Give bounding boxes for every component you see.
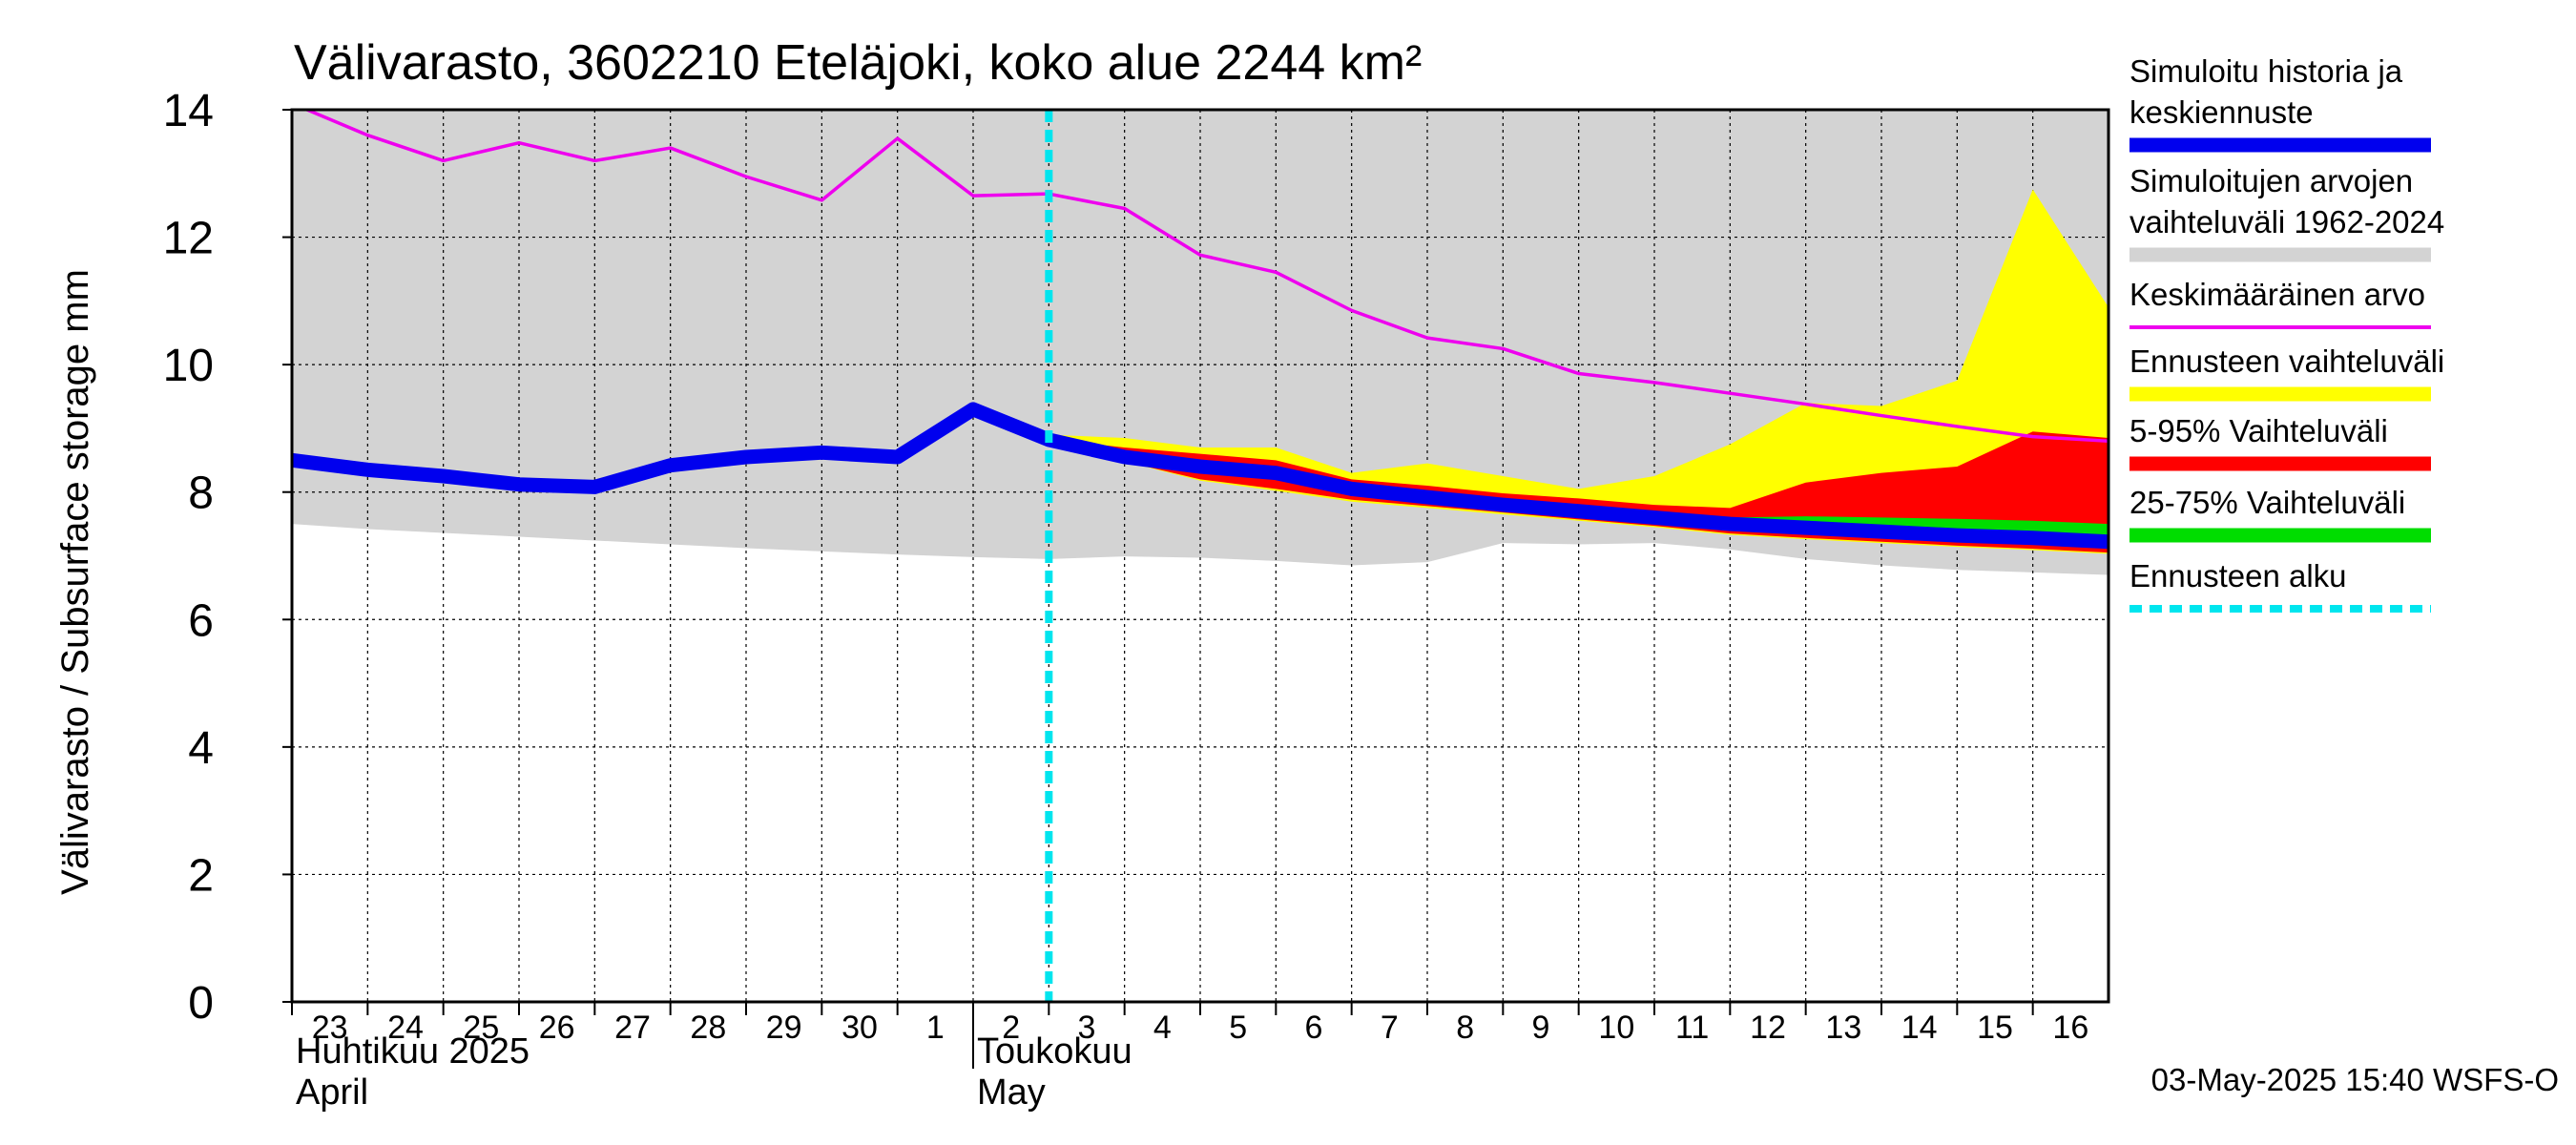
legend-item-ennusteen-alku: Ennusteen alku <box>2129 558 2431 613</box>
legend-item-keskiennuste: Simuloitu historia ja keskiennuste <box>2129 53 2431 153</box>
legend-label: 5-95% Vaihteluväli <box>2129 413 2388 448</box>
y-axis-label: Välivarasto / Subsurface storage mm <box>54 269 96 895</box>
plot-area <box>292 110 2109 1002</box>
legend-item-vaihteluvali-1962-2024: Simuloitujen arvojen vaihteluväli 1962-20… <box>2129 163 2444 262</box>
x-tick-label: 9 <box>1532 1010 1550 1046</box>
x-tick-label: 2 <box>1002 1010 1020 1046</box>
footer-timestamp: 03-May-2025 15:40 WSFS-O <box>2151 1062 2559 1097</box>
x-tick-label: 11 <box>1675 1010 1709 1046</box>
x-tick-label: 12 <box>1750 1010 1786 1046</box>
legend-item-keskimaarainen-arvo: Keskimääräinen arvo <box>2129 277 2431 329</box>
x-tick-label: 6 <box>1305 1010 1323 1046</box>
x-tick-label: 23 <box>312 1010 348 1046</box>
line-simuloitu-historia-ja-keskiennuste <box>292 402 2109 550</box>
legend: Simuloitu historia jakeskiennusteSimuloi… <box>2129 53 2444 613</box>
legend-label: keskiennuste <box>2129 94 2314 130</box>
x-tick-label: 5 <box>1229 1010 1247 1046</box>
x-tick-label: 7 <box>1381 1010 1399 1046</box>
legend-label: Ennusteen alku <box>2129 558 2347 593</box>
legend-label: 25-75% Vaihteluväli <box>2129 485 2405 520</box>
month-label-en: April <box>296 1072 368 1113</box>
grid <box>292 110 2109 1002</box>
chart-title: Välivarasto, 3602210 Eteläjoki, koko alu… <box>294 35 1422 91</box>
legend-item-25-75-vaihteluvali: 25-75% Vaihteluväli <box>2129 485 2431 543</box>
y-tick-label: 0 <box>188 978 214 1029</box>
x-tick-label: 10 <box>1598 1010 1634 1046</box>
x-tick-label: 26 <box>539 1010 575 1046</box>
x-tick-label: 25 <box>463 1010 499 1046</box>
legend-item-ennusteen-vaihteluvali: Ennusteen vaihteluväli <box>2129 344 2444 402</box>
band-ennusteen-vaihteluvali <box>1049 189 2109 554</box>
x-tick-label: 16 <box>2052 1010 2088 1046</box>
legend-label: Ennusteen vaihteluväli <box>2129 344 2444 379</box>
y-tick-label: 14 <box>163 86 214 136</box>
x-tick-label: 3 <box>1078 1010 1096 1046</box>
y-tick-label: 6 <box>188 595 214 646</box>
x-tick-label: 13 <box>1825 1010 1861 1046</box>
y-tick-label: 10 <box>163 341 214 391</box>
month-label: Toukokuu <box>977 1031 1132 1072</box>
x-tick-label: 27 <box>614 1010 651 1046</box>
legend-label: Keskimääräinen arvo <box>2129 277 2425 312</box>
x-tick-label: 24 <box>387 1010 424 1046</box>
legend-label: Simuloitu historia ja <box>2129 53 2403 89</box>
x-tick-label: 14 <box>1901 1010 1938 1046</box>
legend-label: vaihteluväli 1962-2024 <box>2129 204 2444 239</box>
legend-item-5-95-vaihteluvali: 5-95% Vaihteluväli <box>2129 413 2431 471</box>
x-tick-label: 28 <box>690 1010 726 1046</box>
line-keskimaarainen-arvo <box>302 110 2109 444</box>
legend-label: Simuloitujen arvojen <box>2129 163 2413 198</box>
x-tick-label: 4 <box>1153 1010 1172 1046</box>
y-tick-label: 12 <box>163 214 214 264</box>
band-25-75-vaihteluvali <box>1049 440 2109 545</box>
x-tick-label: 8 <box>1456 1010 1474 1046</box>
y-tick-label: 4 <box>188 723 214 774</box>
x-tick-label: 30 <box>841 1010 878 1046</box>
y-tick-label: 8 <box>188 468 214 519</box>
month-label-en: May <box>977 1072 1046 1113</box>
month-label: Huhtikuu 2025 <box>296 1031 530 1072</box>
x-tick-label: 29 <box>766 1010 802 1046</box>
y-tick-label: 2 <box>188 850 214 901</box>
x-tick-label: 1 <box>926 1010 945 1046</box>
x-tick-label: 15 <box>1977 1010 2013 1046</box>
